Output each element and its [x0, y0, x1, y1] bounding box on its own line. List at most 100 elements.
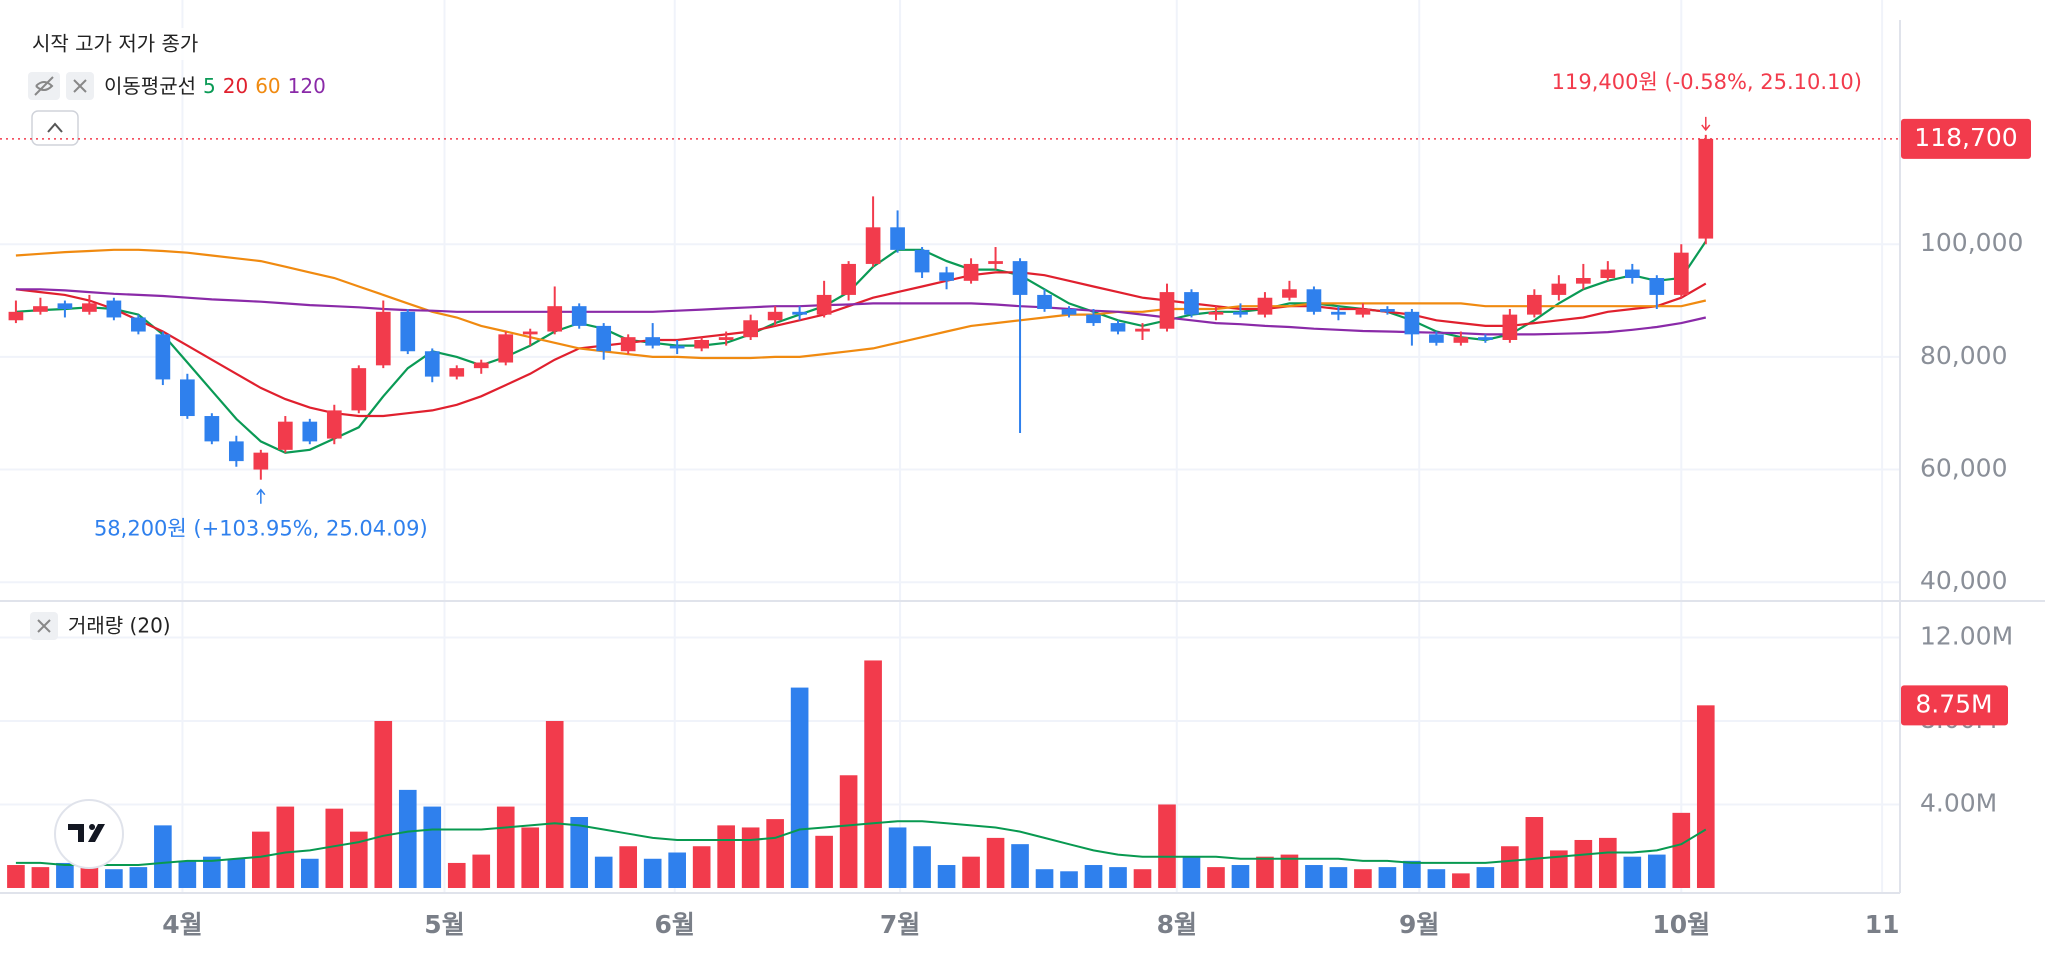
volume-bar [619, 846, 638, 888]
x-tick-label: 8월 [1157, 910, 1197, 939]
volume-bar [668, 852, 686, 888]
candle-body [1159, 292, 1175, 329]
candle-body [473, 362, 489, 369]
candle-body [326, 410, 342, 439]
volume-bar [692, 846, 711, 888]
candle-body [596, 325, 612, 352]
volume-tick-label: 12.00M [1920, 621, 2013, 650]
collapse-icon [47, 122, 63, 133]
candle-body [669, 345, 685, 349]
volume-bar [1550, 850, 1568, 888]
volume-bar [643, 858, 662, 888]
candle-body [400, 311, 416, 352]
candle-body [82, 303, 97, 312]
candle-body [253, 452, 269, 470]
candle-body [1355, 309, 1371, 315]
candle-body [1551, 283, 1567, 295]
volume-bar [1329, 867, 1348, 888]
volume-bar [56, 862, 74, 888]
candle-body [1135, 328, 1150, 332]
ma-legend-item: 20 [223, 74, 248, 98]
ma-legend-item: 이동평균선 [104, 74, 196, 98]
candle-body [1453, 337, 1469, 343]
y-tick-label: 40,000 [1920, 566, 2007, 595]
volume-bar [1672, 812, 1691, 888]
last-volume-tag [1901, 685, 2008, 726]
candle-body [547, 306, 563, 332]
volume-bar [1231, 865, 1250, 888]
candle-body [1575, 278, 1591, 284]
volume-bar [252, 831, 270, 888]
collapse-button[interactable] [31, 110, 79, 146]
volume-bar [1427, 869, 1446, 888]
volume-bar [472, 854, 491, 888]
x-tick-label: 9월 [1399, 910, 1439, 939]
candle-body [1527, 294, 1542, 315]
volume-bar [300, 858, 319, 888]
x-tick-label: 7월 [880, 910, 920, 939]
candle-body [498, 334, 514, 363]
volume-bar [1378, 867, 1397, 888]
volume-bar [1354, 869, 1372, 888]
candle-body [1233, 311, 1248, 315]
candle-body [743, 320, 758, 338]
volume-bar [1084, 865, 1103, 888]
volume-bar [888, 827, 907, 888]
candle-body [155, 334, 171, 380]
logo-badge[interactable] [54, 799, 124, 869]
candle-body [792, 311, 807, 315]
candle-body [131, 317, 146, 332]
ohlc-legend: 시작 고가 저가 종가 [32, 32, 198, 56]
hide-icon [34, 76, 54, 96]
candle-body [351, 368, 367, 411]
volume-bar [203, 856, 221, 888]
candle-body [1429, 334, 1444, 343]
candle-body [1478, 337, 1493, 340]
candle-body [571, 306, 587, 326]
volume-bar [496, 806, 515, 888]
volume-bar [937, 865, 956, 888]
volume-bar [1011, 844, 1029, 888]
volume-ma-line [15, 820, 1707, 866]
volume-bar [1599, 837, 1617, 888]
y-tick-label: 60,000 [1920, 454, 2007, 483]
candle-body [1012, 261, 1028, 295]
volume-bar [594, 856, 613, 888]
volume-bar [7, 865, 25, 888]
volume-bar [1696, 705, 1715, 888]
volume-bar [447, 862, 466, 888]
candle-body [375, 311, 391, 366]
candle-body [865, 227, 881, 264]
low-arrow [256, 488, 266, 504]
volume-bar [1133, 869, 1152, 888]
volume-bar [741, 827, 760, 888]
candle-body [816, 294, 832, 315]
volume-bar [105, 869, 123, 888]
grid-layer [0, 0, 1900, 893]
candle-body [228, 441, 244, 462]
volume-bar [1060, 871, 1078, 888]
ma-line [15, 240, 1707, 454]
volume-bar [1647, 854, 1666, 888]
candle-body [1698, 138, 1714, 239]
candle-body [1086, 314, 1101, 324]
high-annotation: 119,400원 (-0.58%, 25.10.10) [1552, 70, 1862, 94]
ma-legend-item: 120 [288, 74, 326, 98]
volume-bar [839, 775, 858, 888]
volume-bar [521, 827, 540, 888]
volume-bar [1501, 846, 1519, 888]
candle-body [1600, 269, 1616, 279]
volume-bar [1452, 873, 1470, 888]
candle-body [180, 379, 195, 417]
candle-body [939, 272, 954, 281]
candle-body [963, 263, 979, 281]
volume-close-icon [37, 619, 51, 633]
volume-bar [129, 867, 148, 888]
volume-bar [1109, 867, 1127, 888]
candle-body [1502, 314, 1518, 340]
candle-body [718, 337, 734, 340]
volume-bar [545, 720, 564, 888]
close-icon [73, 79, 87, 93]
